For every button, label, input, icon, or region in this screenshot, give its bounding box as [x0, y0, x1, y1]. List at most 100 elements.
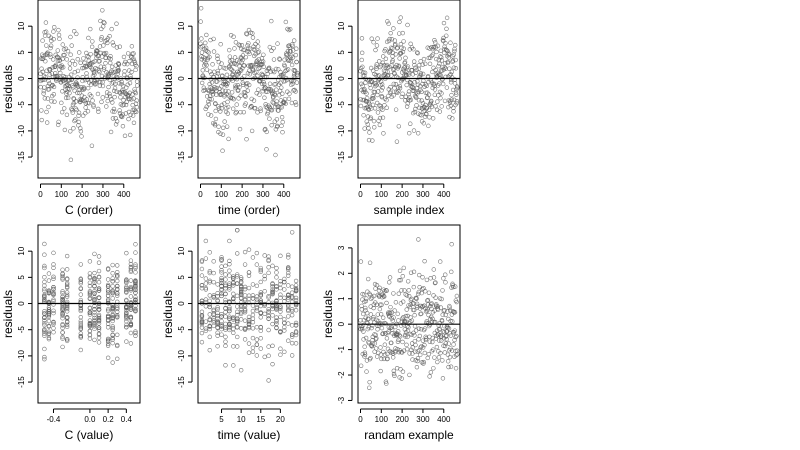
- data-point: [235, 320, 240, 325]
- data-point: [431, 293, 436, 298]
- data-point: [270, 100, 275, 105]
- data-point: [289, 230, 295, 235]
- y-tick-label: 5: [177, 275, 186, 280]
- data-point: [444, 15, 450, 21]
- data-point: [115, 283, 120, 289]
- data-point: [454, 353, 459, 358]
- data-point: [449, 75, 455, 80]
- data-point: [227, 304, 232, 310]
- data-point: [367, 379, 372, 385]
- data-point: [391, 368, 397, 374]
- data-point: [438, 48, 444, 53]
- data-point: [250, 255, 256, 260]
- data-point: [242, 262, 248, 267]
- data-point: [128, 294, 134, 299]
- data-point: [365, 321, 370, 326]
- data-point: [267, 81, 273, 86]
- data-point: [224, 124, 230, 129]
- data-point: [442, 350, 448, 355]
- x-tick-label: 100: [215, 190, 229, 199]
- y-tick-label: 0: [337, 76, 346, 81]
- data-point: [235, 324, 240, 330]
- data-point: [87, 293, 93, 298]
- data-point: [258, 315, 263, 320]
- data-point: [280, 91, 285, 96]
- data-point: [199, 317, 205, 323]
- data-point: [128, 132, 133, 138]
- data-point: [286, 314, 291, 319]
- data-point: [274, 304, 279, 309]
- data-point: [42, 354, 47, 360]
- data-point: [435, 331, 440, 337]
- data-point: [92, 315, 97, 321]
- data-point: [250, 349, 256, 354]
- data-point: [282, 317, 287, 322]
- data-point: [128, 341, 134, 346]
- data-point: [51, 321, 56, 327]
- data-point: [127, 80, 133, 86]
- data-point: [62, 127, 68, 133]
- data-point: [378, 79, 384, 84]
- plot-frame: [197, 224, 301, 404]
- data-point: [128, 314, 134, 320]
- data-point: [255, 73, 260, 79]
- data-point: [200, 68, 205, 73]
- data-point: [133, 270, 138, 275]
- data-point: [293, 288, 299, 294]
- data-point: [76, 119, 82, 125]
- data-point: [274, 117, 280, 122]
- data-point: [101, 67, 107, 72]
- data-point: [266, 295, 271, 300]
- data-point: [275, 123, 280, 129]
- data-point: [438, 95, 443, 101]
- data-point: [270, 284, 275, 289]
- data-point: [201, 85, 207, 90]
- data-point: [64, 309, 70, 314]
- data-point: [424, 277, 430, 283]
- data-point: [70, 110, 75, 115]
- data-point: [78, 324, 84, 330]
- data-point: [96, 295, 102, 300]
- data-point: [238, 275, 244, 280]
- data-point: [286, 297, 291, 302]
- data-point: [64, 324, 70, 330]
- data-point: [204, 62, 209, 68]
- data-point: [51, 262, 56, 267]
- data-point: [121, 102, 126, 107]
- data-point: [128, 286, 134, 291]
- data-point: [437, 326, 442, 331]
- data-point: [231, 291, 236, 296]
- data-point: [234, 102, 239, 107]
- data-point: [232, 55, 238, 60]
- data-point: [105, 321, 111, 327]
- data-point: [76, 110, 82, 115]
- data-point: [286, 338, 291, 343]
- data-point: [120, 124, 126, 129]
- data-point: [254, 283, 260, 289]
- data-point: [92, 291, 97, 296]
- data-point: [96, 315, 102, 321]
- data-point: [49, 99, 54, 104]
- data-point: [396, 291, 401, 296]
- data-point: [46, 307, 52, 312]
- data-point: [124, 279, 129, 284]
- data-point: [96, 306, 102, 312]
- data-point: [42, 274, 47, 280]
- data-point: [271, 57, 277, 62]
- data-point: [235, 228, 240, 233]
- data-point: [289, 312, 295, 318]
- data-point: [100, 83, 106, 89]
- data-point: [131, 120, 137, 126]
- data-point: [209, 97, 214, 102]
- data-points: [358, 237, 460, 390]
- data-point: [96, 331, 102, 336]
- data-point: [227, 258, 232, 264]
- data-point: [452, 48, 457, 54]
- data-point: [430, 347, 436, 352]
- data-point: [211, 36, 216, 42]
- data-point: [223, 309, 228, 315]
- data-point: [384, 98, 389, 103]
- data-point: [74, 107, 79, 113]
- data-point: [399, 288, 404, 293]
